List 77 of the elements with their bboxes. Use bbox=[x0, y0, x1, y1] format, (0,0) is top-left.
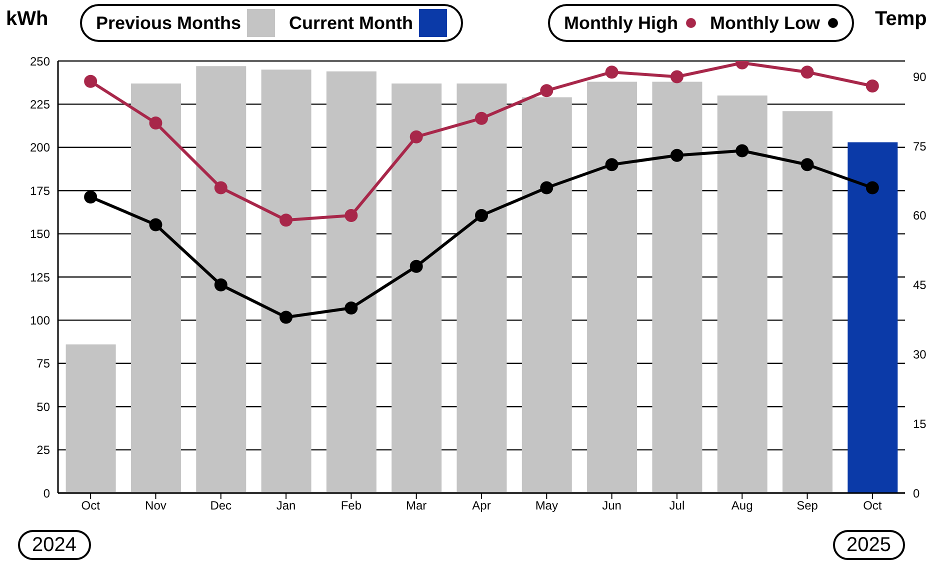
y-tick-label: 225 bbox=[30, 97, 50, 112]
bar bbox=[717, 96, 768, 493]
y-tick-label: 200 bbox=[30, 140, 50, 155]
point bbox=[214, 181, 228, 194]
x-tick-label: Mar bbox=[406, 498, 427, 513]
point bbox=[475, 208, 488, 222]
y2-tick-label: 0 bbox=[913, 486, 920, 500]
y-tick-label: 50 bbox=[36, 400, 50, 414]
y-tick-label: 150 bbox=[30, 227, 50, 242]
point bbox=[605, 66, 618, 79]
y-tick-label: 0 bbox=[43, 486, 50, 500]
x-tick-label: Dec bbox=[210, 498, 232, 513]
bar bbox=[66, 344, 116, 493]
y-tick-label: 250 bbox=[30, 54, 50, 68]
point bbox=[84, 190, 98, 204]
x-tick-label: Oct bbox=[81, 498, 101, 513]
legend-label: Monthly High bbox=[564, 12, 678, 34]
bar bbox=[261, 70, 312, 493]
x-tick-label: Apr bbox=[472, 498, 491, 513]
y2-tick-label: 60 bbox=[913, 208, 927, 223]
legend-label: Current Month bbox=[289, 12, 414, 34]
x-tick-label: Feb bbox=[340, 498, 362, 513]
x-tick-label: Oct bbox=[863, 498, 882, 513]
point bbox=[344, 301, 358, 314]
x-tick-label: Jun bbox=[602, 498, 622, 513]
point bbox=[410, 130, 423, 144]
legend-label: Previous Months bbox=[96, 12, 242, 34]
bar bbox=[522, 97, 572, 493]
point bbox=[736, 144, 749, 158]
x-tick-label: Nov bbox=[145, 498, 166, 513]
point bbox=[475, 112, 488, 125]
bar bbox=[326, 71, 376, 493]
y2-tick-label: 30 bbox=[913, 348, 927, 362]
y-tick-label: 75 bbox=[36, 356, 50, 371]
bar bbox=[652, 82, 702, 493]
point bbox=[540, 181, 554, 194]
y2-axis-title: Temp bbox=[875, 8, 927, 31]
y-tick-label: 125 bbox=[30, 270, 50, 284]
point bbox=[280, 214, 293, 227]
point bbox=[410, 260, 423, 273]
point bbox=[670, 148, 684, 162]
bar bbox=[196, 66, 246, 493]
y2-tick-label: 45 bbox=[913, 278, 927, 292]
x-tick-label: Aug bbox=[731, 498, 753, 513]
legend-label: Monthly Low bbox=[710, 12, 820, 34]
bar bbox=[587, 82, 638, 493]
point bbox=[214, 278, 228, 292]
y-axis-title: kWh bbox=[6, 8, 48, 31]
point bbox=[280, 310, 293, 324]
point bbox=[605, 158, 618, 172]
y2-tick-label: 90 bbox=[913, 70, 927, 84]
point bbox=[670, 70, 684, 84]
point bbox=[84, 74, 98, 88]
y-tick-label: 100 bbox=[30, 313, 50, 328]
bar bbox=[456, 83, 507, 493]
point bbox=[149, 218, 162, 232]
point bbox=[800, 66, 814, 79]
y-tick-label: 175 bbox=[30, 184, 50, 198]
point bbox=[866, 79, 879, 92]
text: 2024 bbox=[18, 530, 90, 560]
bar bbox=[782, 111, 833, 493]
point bbox=[149, 116, 162, 130]
y2-tick-label: 75 bbox=[913, 139, 927, 154]
point bbox=[800, 158, 814, 172]
point bbox=[540, 84, 554, 98]
x-tick-label: May bbox=[535, 498, 558, 513]
bar bbox=[392, 83, 442, 493]
point bbox=[866, 181, 879, 194]
x-tick-label: Sep bbox=[796, 498, 818, 513]
x-tick-label: Jul bbox=[669, 498, 685, 513]
x-tick-label: Jan bbox=[276, 498, 296, 513]
text: 2025 bbox=[832, 530, 905, 560]
bar bbox=[130, 83, 181, 493]
y2-tick-label: 15 bbox=[913, 416, 927, 431]
bar bbox=[848, 142, 898, 493]
point bbox=[344, 208, 358, 222]
y-tick-label: 25 bbox=[36, 443, 50, 458]
